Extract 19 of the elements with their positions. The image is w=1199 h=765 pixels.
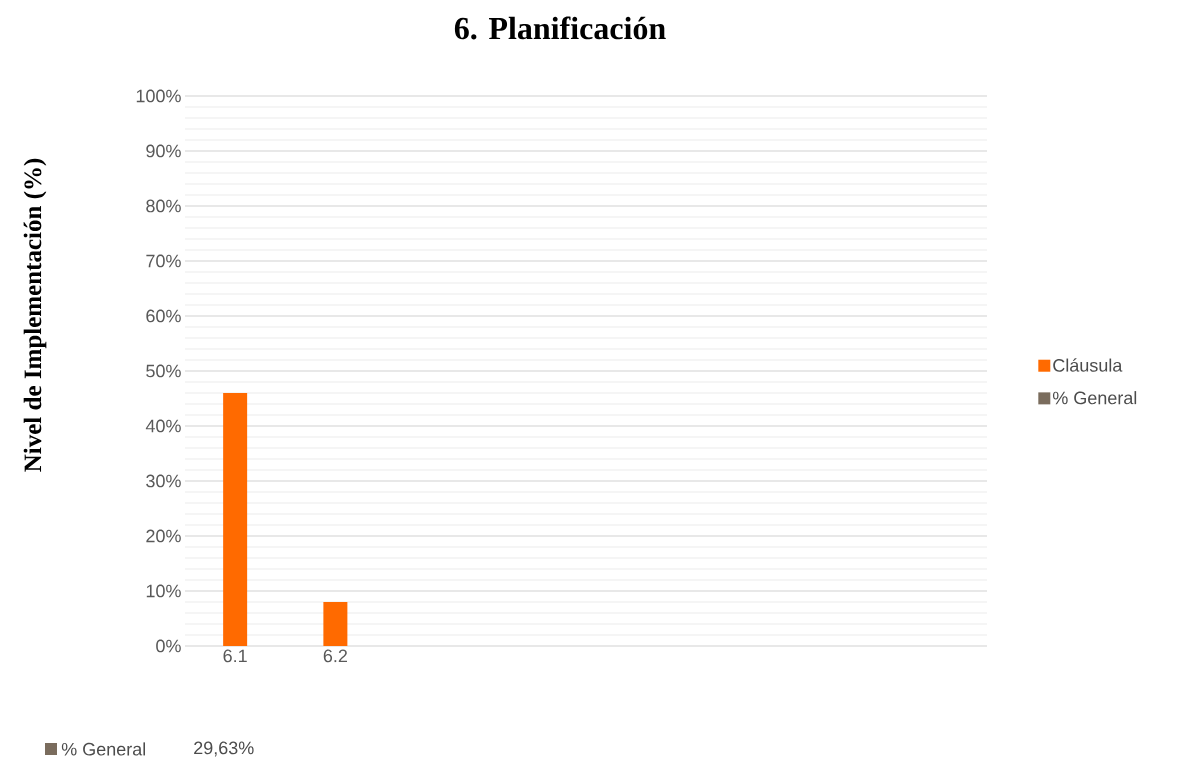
y-tick-label: 100% <box>136 89 181 103</box>
y-tick-label: 50% <box>146 364 181 378</box>
y-tick-label: 80% <box>146 199 181 213</box>
y-axis-title: Nivel de Implementación (%) <box>23 158 47 472</box>
y-tick-label: 90% <box>146 144 181 158</box>
y-tick-label: 30% <box>146 474 181 488</box>
legend-label: % General <box>1052 391 1137 405</box>
x-tick-label: 6.2 <box>323 649 347 663</box>
y-tick-label: 10% <box>146 584 181 598</box>
text: % General <box>61 742 146 756</box>
y-tick-label: 60% <box>146 309 181 323</box>
y-tick-label: 0% <box>156 639 181 653</box>
legend-label: Cláusula <box>1053 358 1123 372</box>
y-tick-label: 70% <box>146 254 181 268</box>
y-tick-label: 40% <box>145 419 181 433</box>
chart-title: 6. Planificación <box>454 16 666 40</box>
y-tick-label: 20% <box>146 529 181 543</box>
text: 29,63% <box>194 741 254 757</box>
x-tick-label: 6.1 <box>223 649 247 663</box>
